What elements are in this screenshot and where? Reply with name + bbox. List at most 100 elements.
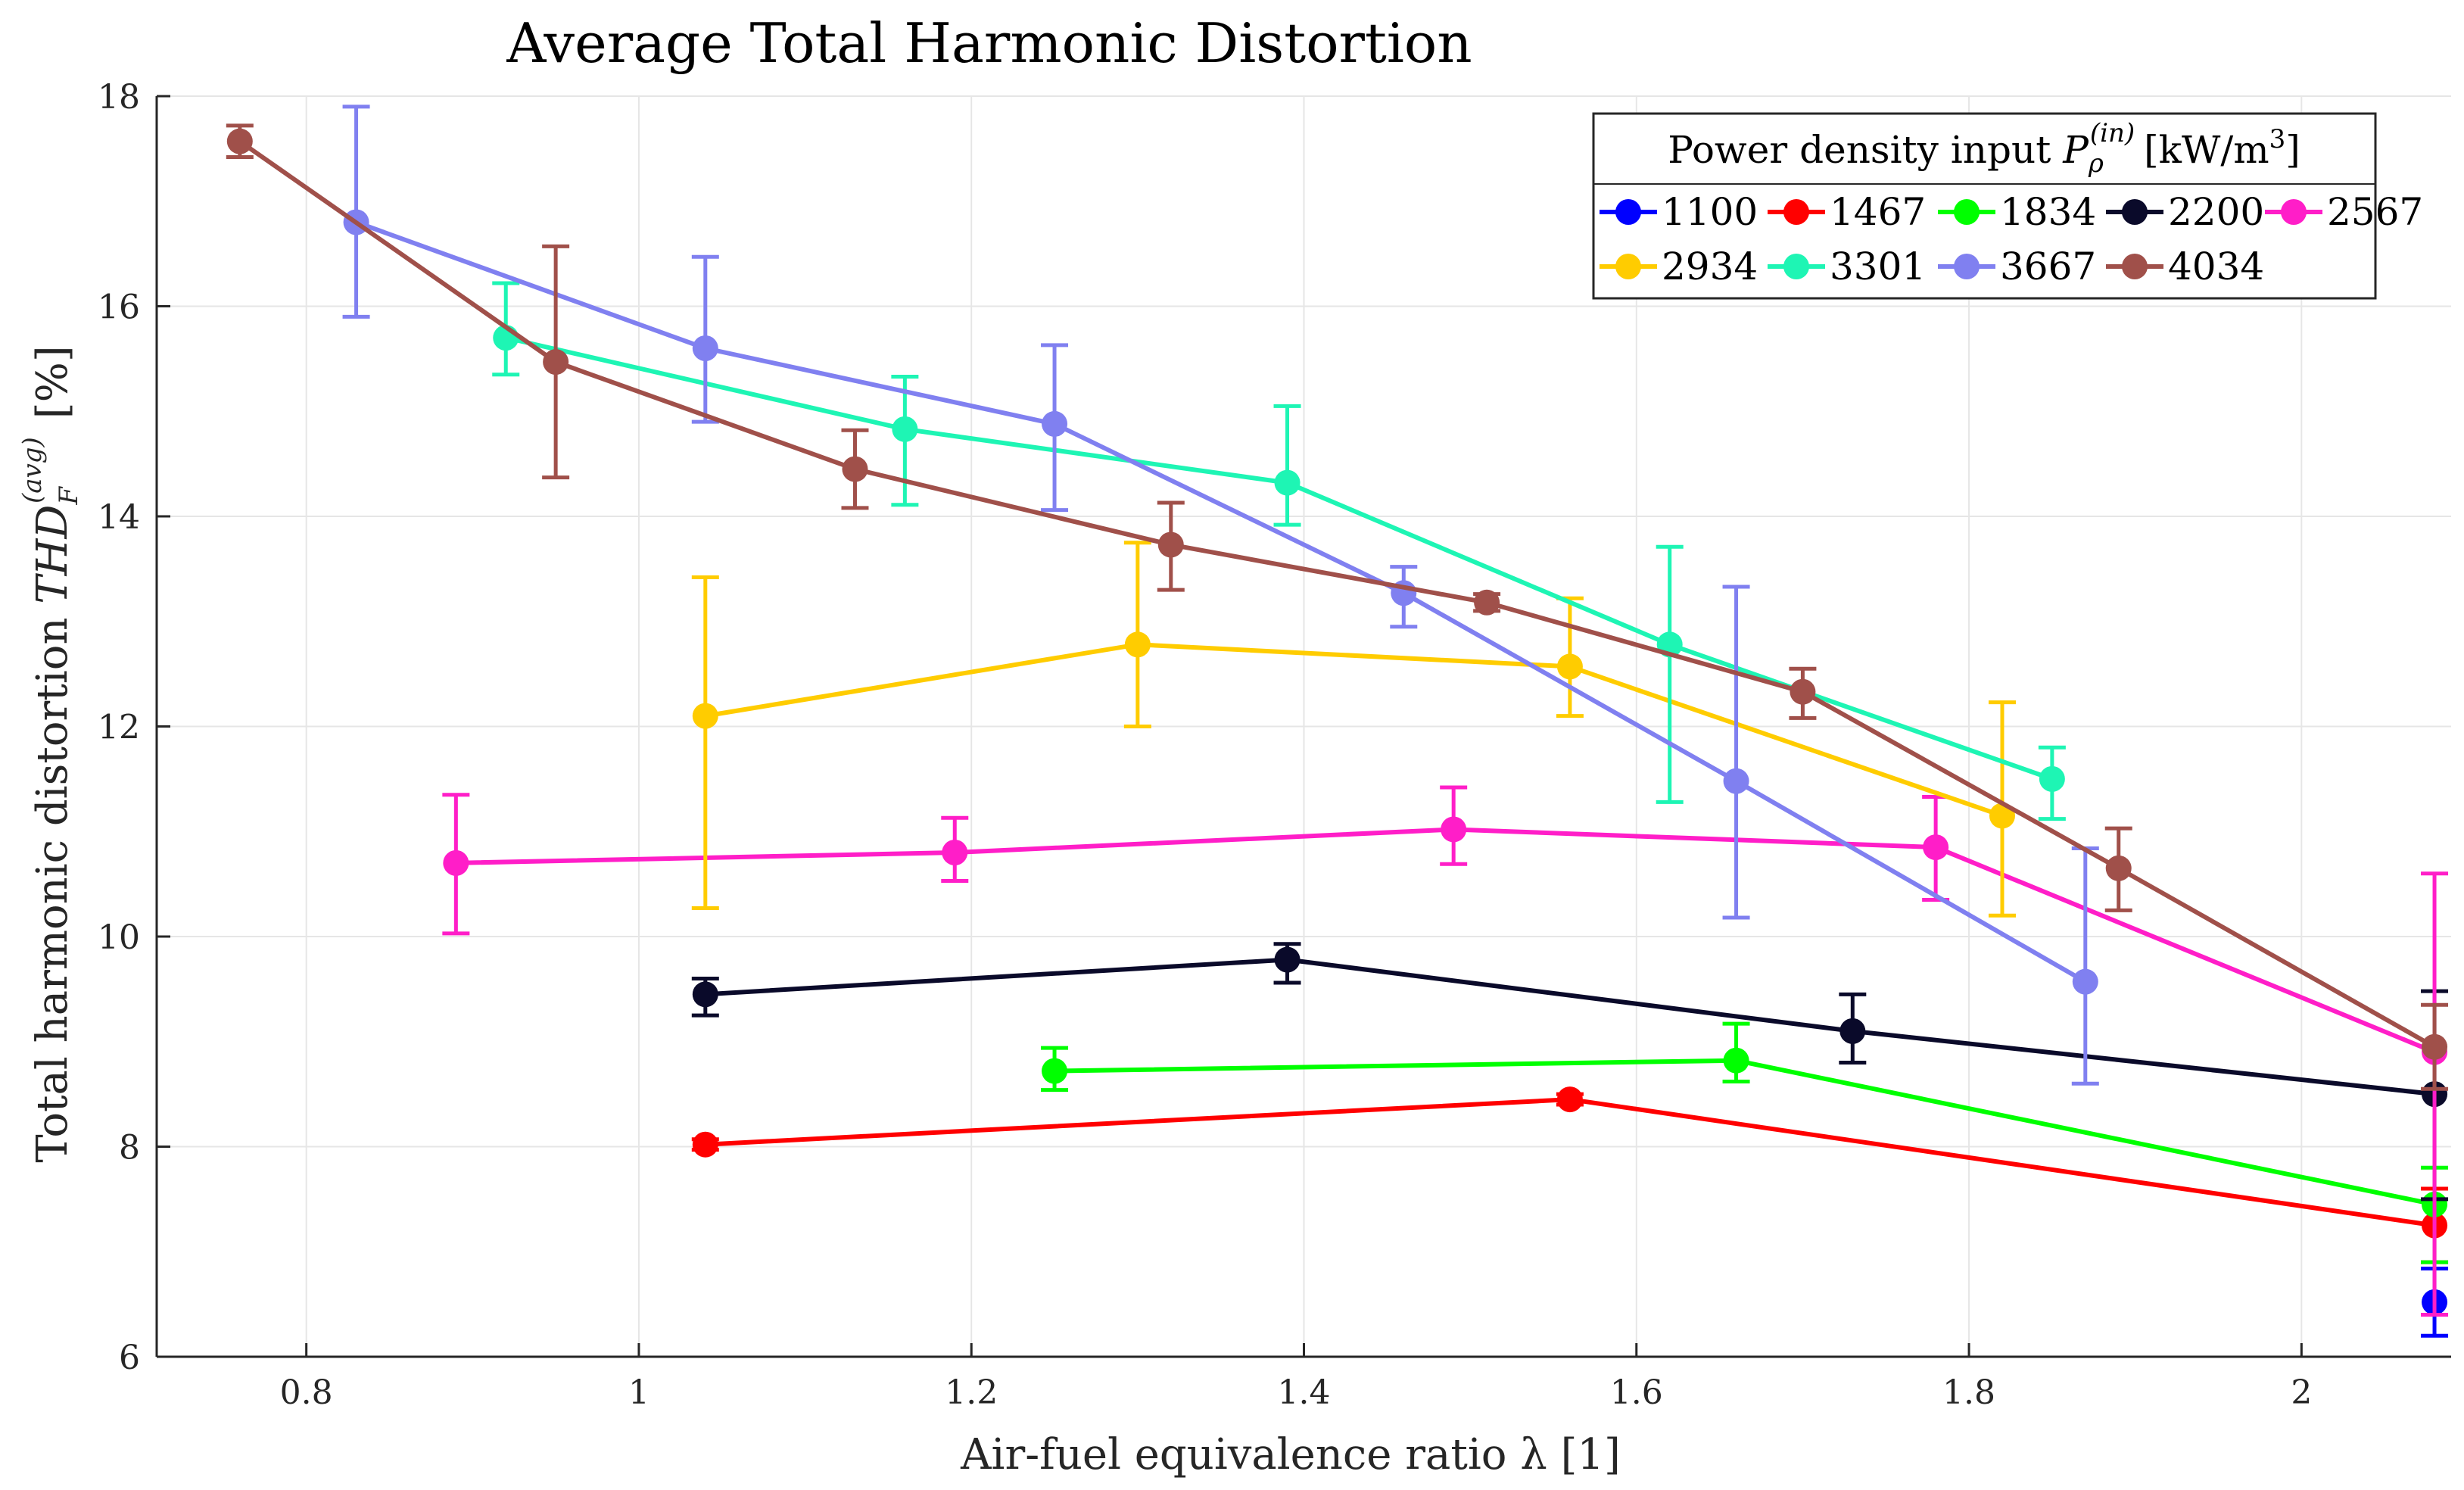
legend-title-text: Power density input [1668, 128, 2063, 172]
legend-entry-1834: 1834 [1938, 190, 2096, 234]
legend-entry-4034: 4034 [2106, 245, 2264, 288]
y-tick-label: 14 [98, 498, 140, 537]
y-axis-title-superscript: (avg) [17, 437, 48, 503]
error-bar-2567 [2421, 871, 2449, 1317]
x-tick-label: 1.4 [1278, 1373, 1331, 1412]
legend-entry-2934: 2934 [1600, 245, 1758, 288]
data-point-4034 [1157, 531, 1184, 558]
data-point-2567 [1923, 834, 1949, 861]
legend-title-superscript: (in) [2090, 118, 2135, 148]
x-tick-label: 1 [628, 1373, 649, 1412]
legend-label: 2200 [2168, 190, 2264, 234]
data-point-4034 [2422, 1033, 2448, 1060]
y-axis-title-symbol: THD [28, 505, 77, 604]
data-point-2200 [692, 981, 718, 1008]
data-point-1834 [1723, 1047, 1749, 1074]
legend-entries: 1100 1467 1834 2200 2567 2934 3301 3667 4034 [1600, 190, 2423, 288]
x-tick-label: 0.8 [280, 1373, 333, 1412]
legend-label: 1467 [1830, 190, 1926, 234]
x-tick-label: 1.6 [1610, 1373, 1663, 1412]
legend-label: 3667 [2000, 245, 2096, 288]
legend: Power density input Pρ(in) [kW/m3] 1100 14… [1592, 112, 2423, 300]
series-line-4034 [238, 139, 2436, 1049]
legend-entry-3301: 3301 [1768, 245, 1926, 288]
y-axis-title: Total harmonic distortion THDF (avg) [%] [17, 345, 84, 1162]
y-axis-title-subscript: F [54, 486, 84, 506]
x-tick-label: 2 [2291, 1373, 2312, 1412]
legend-entry-2200: 2200 [2106, 190, 2264, 234]
data-point-2567 [443, 849, 469, 876]
data-point-4034 [2105, 855, 2132, 881]
data-point-4034 [842, 456, 868, 482]
data-point-3667 [692, 335, 718, 361]
data-point-4034 [226, 128, 253, 154]
data-point-3301 [1274, 469, 1301, 496]
data-point-1834 [1042, 1058, 1068, 1084]
legend-title-symbol: P [2062, 128, 2089, 172]
data-point-4034 [543, 349, 569, 376]
series-line-2200 [705, 957, 2435, 1097]
legend-marker [1615, 254, 1641, 279]
data-point-2567 [942, 840, 968, 865]
series-line-2934 [705, 642, 2003, 818]
series-2567 [442, 785, 2449, 1317]
legend-label: 4034 [2168, 245, 2264, 288]
data-point-2934 [692, 703, 718, 729]
legend-label: 3301 [1830, 245, 1926, 288]
data-point-2200 [1839, 1018, 1866, 1044]
y-tick-label: 18 [98, 78, 140, 117]
legend-title-unit: [kW/m [2144, 128, 2269, 172]
data-point-2200 [1274, 946, 1301, 973]
series-1467 [691, 1086, 2449, 1264]
error-bar-3667 [1722, 584, 1750, 920]
legend-label: 1834 [2000, 190, 2096, 234]
legend-title-unit-superscript: 3 [2269, 124, 2286, 154]
data-point-3667 [2072, 968, 2098, 995]
legend-marker [1954, 254, 1980, 279]
legend-label: 2934 [1662, 245, 1758, 288]
data-point-2567 [1441, 816, 1467, 843]
y-axis-title-unit: [%] [28, 345, 77, 419]
legend-label: 2567 [2327, 190, 2423, 234]
legend-marker [1954, 199, 1980, 225]
data-point-4034 [1790, 678, 1816, 705]
y-axis-title-text: Total harmonic distortion [28, 604, 77, 1163]
legend-marker [2122, 254, 2148, 279]
y-tick-label: 12 [98, 709, 140, 747]
legend-marker [2281, 199, 2307, 225]
legend-title-unit-close: ] [2285, 128, 2300, 172]
y-tick-label: 6 [119, 1339, 140, 1377]
legend-entry-3667: 3667 [1938, 245, 2096, 288]
data-point-4034 [1474, 589, 1500, 616]
data-point-2934 [1124, 631, 1151, 658]
data-point-3667 [1042, 410, 1068, 437]
plot-area [226, 104, 2449, 1338]
data-point-3667 [1723, 768, 1749, 794]
data-point-3301 [2039, 765, 2065, 792]
error-bar-2934 [691, 575, 719, 911]
data-point-2934 [1556, 653, 1583, 680]
y-tick-label: 10 [98, 918, 140, 957]
data-point-1467 [1556, 1086, 1583, 1113]
y-axis-title-group: Total harmonic distortion THDF (avg) [%] [17, 345, 84, 1162]
legend-marker [1615, 199, 1641, 225]
series-line-3667 [355, 220, 2087, 984]
chart-title: Average Total Harmonic Distortion [506, 11, 1472, 75]
series-3667 [342, 104, 2099, 1086]
legend-title-subscript: ρ [2088, 148, 2104, 179]
error-bar-3301 [1273, 404, 1301, 527]
x-tick-label: 1.2 [945, 1373, 998, 1412]
data-point-3301 [892, 416, 918, 442]
legend-label: 1100 [1662, 190, 1758, 234]
legend-entry-1467: 1467 [1768, 190, 1926, 234]
series-4034 [226, 123, 2449, 1091]
legend-title: Power density input Pρ(in) [kW/m3] [1668, 118, 2300, 179]
y-tick-label: 8 [119, 1129, 140, 1167]
legend-marker [2122, 199, 2148, 225]
legend-marker [1783, 254, 1809, 279]
axes: 0.8 1 1.2 1.4 1.6 1.8 2 6 8 10 12 14 16 18 [98, 78, 2451, 1412]
legend-marker [1783, 199, 1809, 225]
legend-entry-1100: 1100 [1600, 190, 1758, 234]
y-tick-label: 16 [98, 288, 140, 327]
